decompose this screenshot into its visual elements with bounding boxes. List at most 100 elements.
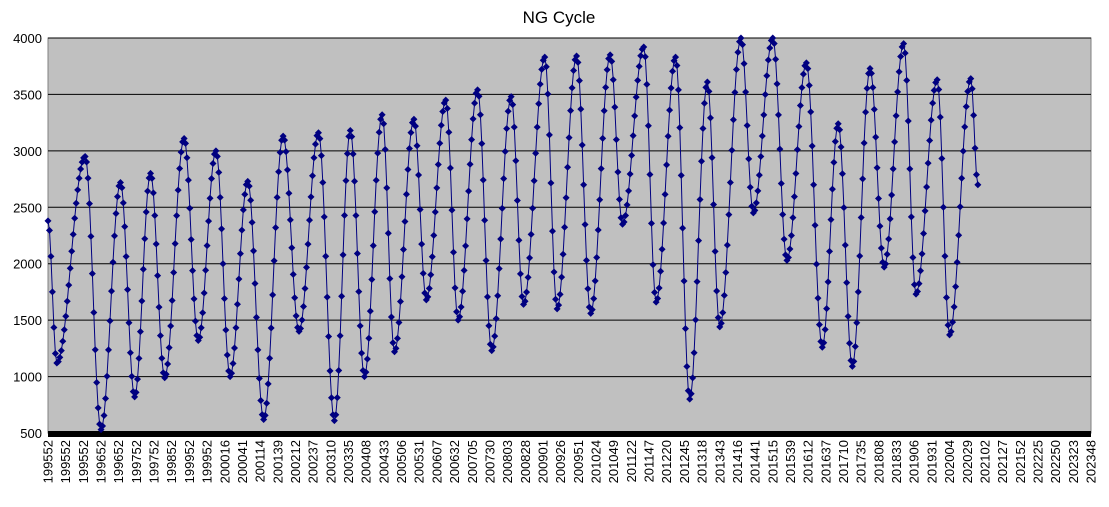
data-point xyxy=(532,149,540,157)
data-point xyxy=(369,242,377,250)
data-point xyxy=(212,147,220,155)
data-point xyxy=(51,350,59,358)
data-point xyxy=(726,178,734,186)
data-point xyxy=(231,344,239,352)
y-tick-label: 2500 xyxy=(13,200,42,215)
data-point xyxy=(956,203,964,211)
x-tick-label: 201539 xyxy=(783,440,798,483)
x-tick-label: 202029 xyxy=(960,440,975,483)
data-point xyxy=(615,195,623,203)
x-tick-label: 201122 xyxy=(624,440,639,482)
data-point xyxy=(106,317,114,325)
data-point xyxy=(923,183,931,191)
x-tick-label: 199552 xyxy=(58,440,73,483)
data-point xyxy=(559,250,567,258)
y-tick-label: 3500 xyxy=(13,87,42,102)
data-point xyxy=(739,41,747,49)
data-point xyxy=(398,273,406,281)
data-point xyxy=(395,319,403,327)
data-point xyxy=(100,411,108,419)
data-point xyxy=(740,60,748,68)
data-point xyxy=(346,127,354,135)
data-point xyxy=(548,227,556,235)
data-point xyxy=(317,152,325,160)
data-point xyxy=(401,217,409,225)
x-tick-label: 199552 xyxy=(41,440,56,483)
data-point xyxy=(710,200,718,208)
data-point xyxy=(827,216,835,224)
x-tick-label: 200433 xyxy=(376,440,391,483)
data-point xyxy=(769,34,777,42)
data-point xyxy=(737,34,745,42)
data-point xyxy=(541,53,549,61)
data-point xyxy=(950,303,958,311)
data-point xyxy=(683,362,691,370)
data-point xyxy=(810,181,818,189)
data-point xyxy=(343,150,351,158)
data-point xyxy=(647,219,655,227)
data-point xyxy=(793,146,801,154)
data-point xyxy=(263,399,271,407)
data-point xyxy=(799,70,807,78)
data-point xyxy=(110,232,118,240)
data-point xyxy=(593,254,601,262)
data-point xyxy=(311,140,319,148)
data-point xyxy=(512,157,520,165)
data-point xyxy=(581,220,589,228)
data-point xyxy=(681,325,689,333)
data-point xyxy=(235,275,243,283)
data-point xyxy=(814,294,822,302)
data-point xyxy=(830,158,838,166)
data-point xyxy=(518,292,526,300)
data-point xyxy=(660,219,668,227)
data-point xyxy=(774,111,782,119)
data-point xyxy=(298,316,306,324)
data-point xyxy=(182,139,190,147)
data-point xyxy=(87,232,95,240)
data-point xyxy=(567,107,575,115)
data-point xyxy=(228,369,236,377)
data-point xyxy=(463,215,471,223)
data-point xyxy=(782,251,790,259)
data-point xyxy=(515,236,523,244)
data-point xyxy=(439,108,447,116)
data-point xyxy=(677,171,685,179)
data-point xyxy=(763,72,771,80)
data-point xyxy=(468,136,476,144)
data-point xyxy=(122,253,130,261)
data-point xyxy=(323,293,331,301)
data-point xyxy=(513,197,521,205)
data-point xyxy=(366,307,374,315)
data-point xyxy=(479,176,487,184)
x-tick-label: 201833 xyxy=(889,440,904,483)
data-point xyxy=(44,217,52,225)
data-point xyxy=(679,224,687,232)
data-point xyxy=(446,164,454,172)
data-point xyxy=(103,372,111,380)
data-point xyxy=(697,157,705,165)
data-point xyxy=(562,194,570,202)
data-point xyxy=(578,141,586,149)
x-axis-tick-labels: 199552 199552 199552 199652 199652 199752 1997… xyxy=(41,440,1099,483)
data-point xyxy=(588,306,596,314)
data-point xyxy=(180,134,188,142)
data-point xyxy=(555,301,563,309)
data-point xyxy=(411,122,419,130)
data-point xyxy=(83,158,91,166)
data-point xyxy=(205,217,213,225)
data-point xyxy=(66,264,74,272)
data-point xyxy=(904,117,912,125)
data-point xyxy=(164,360,172,368)
data-point xyxy=(362,368,370,376)
data-point xyxy=(873,164,881,172)
data-point xyxy=(349,150,357,158)
data-point xyxy=(69,230,77,238)
data-point xyxy=(471,99,479,107)
data-point xyxy=(723,241,731,249)
x-tick-label: 202348 xyxy=(1084,440,1099,483)
data-point xyxy=(475,92,483,100)
data-point xyxy=(257,397,265,405)
data-point xyxy=(177,148,185,156)
data-point xyxy=(798,84,806,92)
data-point xyxy=(529,204,537,212)
